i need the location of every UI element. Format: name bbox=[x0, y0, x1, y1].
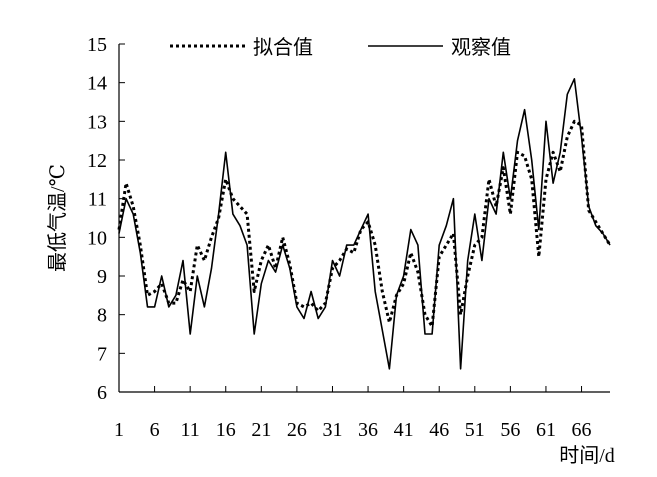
x-tick-label: 1 bbox=[114, 419, 124, 441]
x-tick-label: 36 bbox=[358, 419, 378, 441]
series-line-observed bbox=[118, 78, 611, 370]
series-line-fitted bbox=[117, 119, 612, 328]
x-tick-label: 16 bbox=[216, 419, 236, 441]
y-axis-ticks: 6 7 8 9 10 11 12 13 14 15 bbox=[87, 34, 125, 404]
x-tick-label: 61 bbox=[536, 419, 556, 441]
y-tick-label: 9 bbox=[97, 266, 107, 288]
y-axis-label: 最低气温/℃ bbox=[46, 164, 69, 272]
x-tick-label: 41 bbox=[394, 419, 414, 441]
x-tick-label: 51 bbox=[465, 419, 485, 441]
x-axis-label: 时间/d bbox=[559, 444, 615, 467]
y-tick-label: 7 bbox=[97, 343, 107, 365]
legend-label-fitted: 拟合值 bbox=[253, 36, 313, 59]
x-tick-label: 21 bbox=[251, 419, 271, 441]
y-tick-label: 13 bbox=[87, 111, 107, 133]
x-tick-label: 6 bbox=[150, 419, 160, 441]
series-layer bbox=[117, 78, 612, 370]
x-tick-label: 11 bbox=[181, 419, 200, 441]
y-tick-label: 12 bbox=[87, 150, 107, 172]
x-tick-label: 31 bbox=[322, 419, 342, 441]
x-axis-ticks: 1 6 11 16 21 26 31 36 41 46 51 56 61 66 bbox=[114, 386, 592, 441]
x-tick-label: 56 bbox=[500, 419, 520, 441]
y-tick-label: 11 bbox=[88, 189, 107, 211]
legend: 拟合值 观察值 bbox=[170, 36, 511, 59]
y-tick-label: 15 bbox=[87, 34, 107, 56]
x-tick-label: 66 bbox=[572, 419, 592, 441]
y-tick-label: 6 bbox=[97, 382, 107, 404]
y-tick-label: 10 bbox=[87, 227, 107, 249]
x-tick-label: 26 bbox=[287, 419, 307, 441]
axes bbox=[118, 44, 610, 393]
legend-label-observed: 观察值 bbox=[451, 36, 511, 59]
y-tick-label: 14 bbox=[87, 73, 107, 95]
x-tick-label: 46 bbox=[429, 419, 449, 441]
y-tick-label: 8 bbox=[97, 305, 107, 327]
